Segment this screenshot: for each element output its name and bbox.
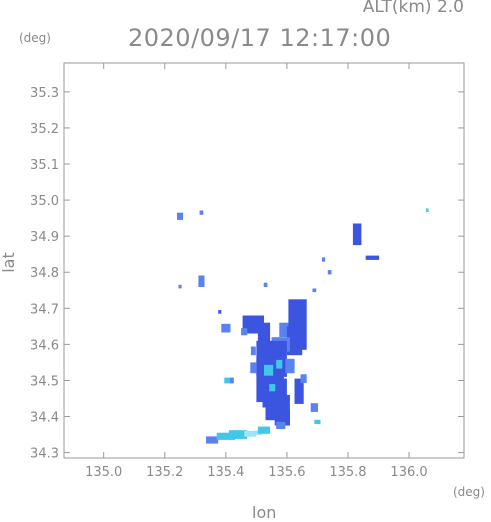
y-tick-label: 34.8	[30, 266, 59, 281]
echo-cell	[199, 210, 204, 215]
echo-cell	[285, 358, 295, 374]
echo-cell	[263, 282, 268, 287]
echo-cell	[206, 436, 219, 444]
y-unit-label: (deg)	[19, 31, 51, 45]
y-tick-label: 34.7	[30, 302, 59, 317]
echo-cell	[276, 359, 283, 369]
x-tick-label: 135.2	[146, 465, 183, 480]
y-tick-label: 35.0	[30, 194, 59, 209]
y-tick-label: 35.2	[30, 122, 59, 137]
echo-cell	[322, 257, 326, 262]
y-axis-label: lat	[0, 252, 18, 273]
echo-cell	[241, 328, 248, 336]
echo-cell	[327, 270, 332, 275]
echo-cell	[250, 346, 256, 356]
echo-cell	[224, 377, 231, 384]
x-unit-label: (deg)	[453, 485, 485, 499]
echo-cell	[426, 208, 429, 212]
x-tick-label: 136.0	[390, 465, 427, 480]
y-tick-label: 35.3	[30, 86, 59, 101]
echo-cell	[250, 362, 257, 374]
echo-cell	[276, 421, 286, 430]
echo-cell	[365, 255, 380, 260]
echo-cell	[257, 426, 271, 434]
y-tick-label: 35.1	[30, 158, 59, 173]
y-tick-label: 34.9	[30, 230, 59, 245]
echo-cell	[230, 377, 234, 384]
echo-cell	[221, 323, 231, 333]
echo-cell	[198, 275, 205, 287]
x-tick-label: 135.6	[268, 465, 305, 480]
x-tick-label: 135.4	[207, 465, 244, 480]
y-tick-label: 34.5	[30, 374, 59, 389]
y-tick-label: 34.6	[30, 338, 59, 353]
echo-cell	[264, 364, 274, 376]
echo-cell	[286, 326, 303, 356]
x-axis-label: lon	[252, 503, 277, 522]
tick-layer: 135.0 135.2 135.4 135.6 135.8 136.0 34.3 34.4 34…	[30, 63, 464, 480]
echo-cell	[244, 430, 257, 437]
echo-cell	[352, 223, 362, 246]
echo-cell	[300, 374, 307, 383]
y-tick-label: 34.4	[30, 411, 59, 426]
chart-title: 2020/09/17 12:17:00	[128, 24, 392, 52]
echo-cell	[312, 288, 317, 293]
altitude-label: ALT(km) 2.0	[362, 0, 464, 17]
echo-cell	[314, 419, 321, 425]
x-tick-label: 135.8	[329, 465, 366, 480]
echo-cell	[294, 378, 304, 404]
echo-cell	[178, 284, 182, 289]
echo-cell	[228, 430, 248, 439]
echo-layer	[177, 208, 429, 444]
y-tick-label: 34.3	[30, 447, 59, 462]
echo-cell	[269, 384, 276, 392]
echo-cell	[216, 432, 235, 440]
x-tick-label: 135.0	[85, 465, 122, 480]
echo-cell	[218, 310, 222, 314]
echo-cell	[177, 212, 184, 220]
echo-cell	[310, 403, 318, 412]
